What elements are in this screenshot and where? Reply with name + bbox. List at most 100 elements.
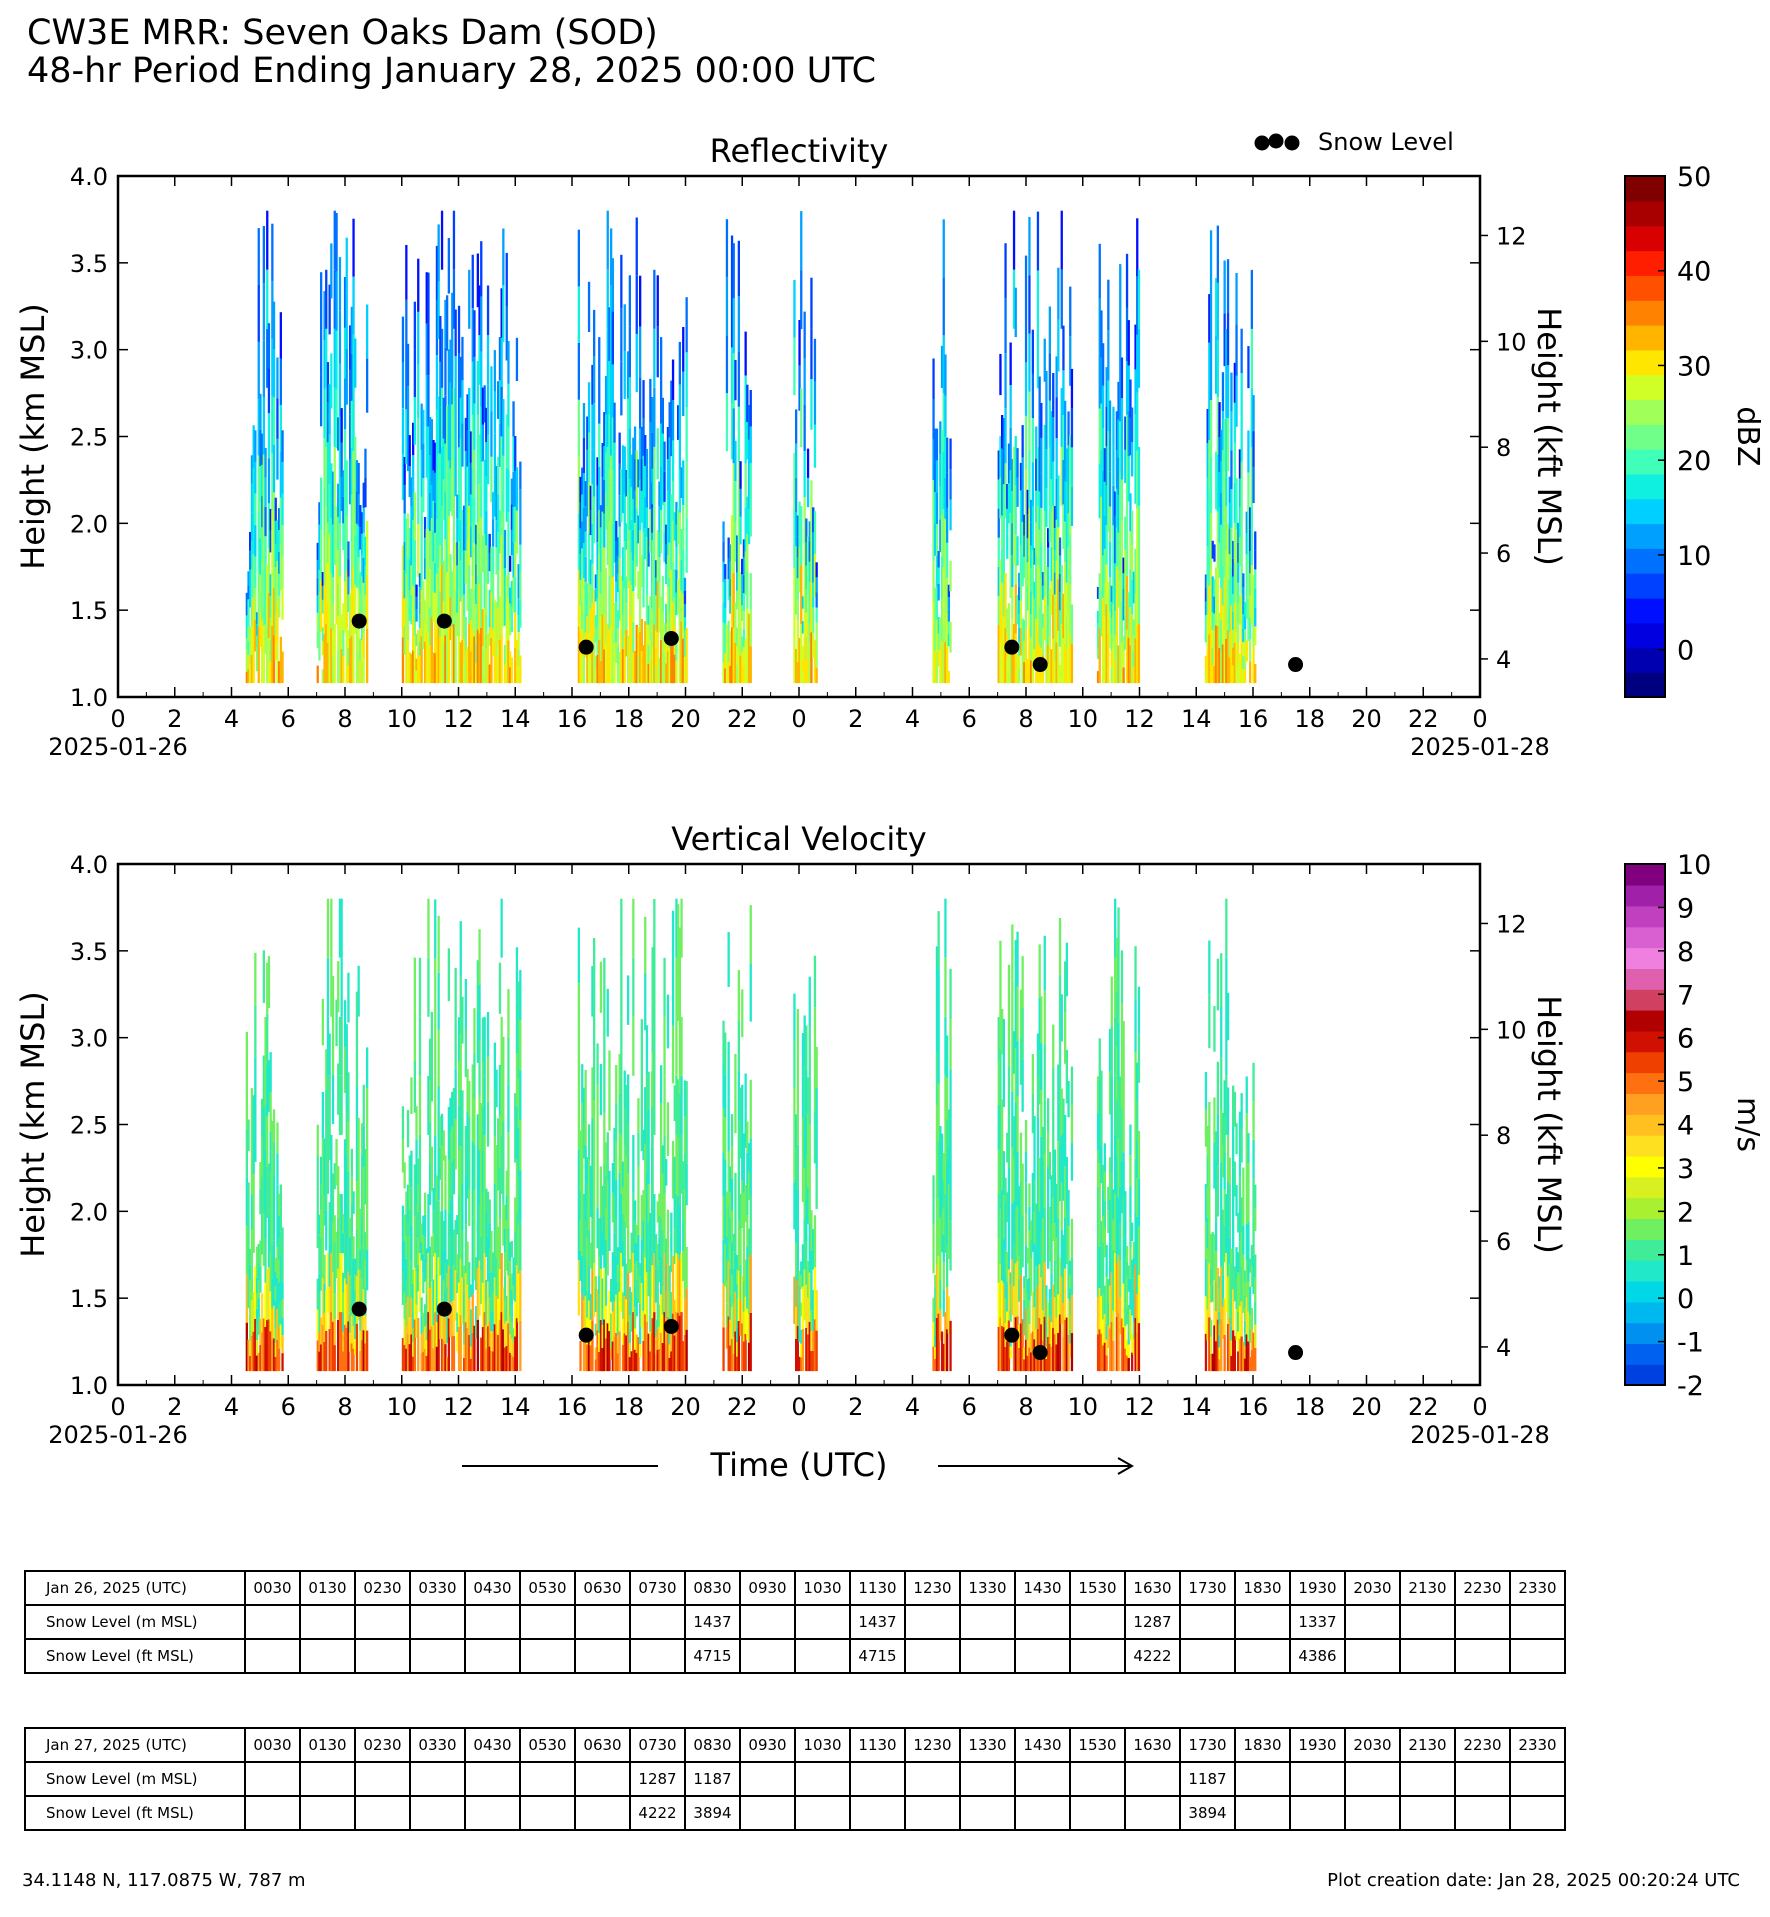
data-cell bbox=[795, 546, 798, 581]
data-cell bbox=[628, 1315, 631, 1330]
data-cell bbox=[355, 1276, 359, 1324]
data-cell bbox=[408, 1236, 411, 1264]
data-cell bbox=[744, 1259, 747, 1297]
data-cell bbox=[944, 1194, 947, 1253]
data-cell bbox=[1209, 343, 1213, 401]
data-cell bbox=[665, 1344, 668, 1372]
data-cell bbox=[1019, 545, 1023, 573]
data-cell bbox=[1120, 950, 1124, 1003]
data-cell bbox=[639, 530, 642, 582]
snow-level-cell bbox=[1069, 1604, 1126, 1640]
data-cell bbox=[724, 1032, 727, 1075]
data-cell bbox=[276, 1309, 279, 1341]
data-cell bbox=[1108, 506, 1112, 542]
data-cell bbox=[1048, 306, 1051, 354]
data-cell bbox=[254, 1266, 257, 1319]
data-cell bbox=[627, 1074, 630, 1124]
data-cell bbox=[281, 651, 284, 684]
data-cell bbox=[328, 1244, 331, 1287]
data-cell bbox=[1124, 549, 1127, 584]
data-cell bbox=[254, 525, 257, 557]
data-cell bbox=[326, 1016, 330, 1076]
data-cell bbox=[1030, 522, 1033, 546]
data-cell bbox=[1230, 605, 1233, 645]
data-cell bbox=[342, 1213, 345, 1234]
data-cell bbox=[422, 614, 425, 649]
data-cell bbox=[801, 1075, 805, 1118]
data-cell bbox=[1114, 1134, 1117, 1194]
data-cell bbox=[1215, 1191, 1218, 1222]
data-cell bbox=[255, 624, 259, 636]
data-cell bbox=[1007, 1117, 1011, 1168]
data-cell bbox=[326, 522, 330, 563]
data-cell bbox=[492, 1331, 495, 1352]
data-cell bbox=[359, 660, 362, 684]
data-cell bbox=[725, 1258, 729, 1282]
data-cell bbox=[934, 460, 937, 493]
data-cell bbox=[515, 337, 519, 381]
data-cell bbox=[1070, 1104, 1074, 1143]
data-cell bbox=[937, 1026, 940, 1084]
data-cell bbox=[635, 217, 638, 276]
data-cell bbox=[1218, 542, 1221, 578]
data-cell bbox=[1235, 324, 1238, 376]
data-cell bbox=[940, 472, 944, 515]
data-cell bbox=[437, 281, 440, 340]
data-cell bbox=[1117, 965, 1120, 1024]
data-cell bbox=[940, 1133, 944, 1174]
data-cell bbox=[415, 584, 418, 597]
data-cell bbox=[1040, 1136, 1043, 1184]
data-cell bbox=[739, 627, 742, 656]
data-cell bbox=[1129, 569, 1132, 608]
data-cell bbox=[805, 636, 808, 660]
y-tick-label: 1.5 bbox=[70, 1285, 108, 1313]
data-cell bbox=[725, 277, 729, 336]
data-cell bbox=[328, 1117, 331, 1160]
data-cell bbox=[742, 1163, 746, 1193]
data-cell bbox=[1012, 1243, 1016, 1287]
data-cell bbox=[582, 508, 586, 543]
x-tick-label: 14 bbox=[500, 1393, 531, 1421]
data-cell bbox=[737, 1070, 740, 1121]
data-cell bbox=[656, 428, 659, 480]
data-cell bbox=[420, 1297, 423, 1316]
data-cell bbox=[808, 1075, 811, 1125]
data-cell bbox=[637, 1166, 640, 1201]
data-cell bbox=[362, 507, 365, 533]
data-cell bbox=[628, 428, 631, 480]
data-cell bbox=[279, 1301, 282, 1325]
data-cell bbox=[412, 1356, 415, 1372]
x-tick-label: 10 bbox=[1067, 705, 1098, 733]
data-cell bbox=[618, 1093, 621, 1134]
data-cell bbox=[621, 1214, 625, 1241]
data-cell bbox=[997, 508, 1000, 538]
data-cell bbox=[1021, 1319, 1024, 1372]
data-cell bbox=[801, 645, 805, 659]
colorbar-segment bbox=[1625, 1072, 1665, 1094]
data-cell bbox=[997, 1149, 1000, 1195]
data-cell bbox=[593, 938, 596, 993]
data-cell bbox=[1031, 506, 1034, 551]
data-cell bbox=[639, 581, 642, 633]
data-cell bbox=[261, 527, 264, 559]
data-cell bbox=[454, 1119, 457, 1170]
data-cell bbox=[685, 462, 688, 518]
data-cell bbox=[730, 291, 734, 348]
data-cell bbox=[485, 407, 488, 443]
data-cell bbox=[330, 628, 333, 684]
data-cell bbox=[798, 320, 801, 366]
data-cell bbox=[1007, 443, 1011, 484]
data-cell bbox=[1245, 1260, 1248, 1298]
data-cell bbox=[505, 575, 508, 630]
data-cell bbox=[685, 1329, 688, 1372]
data-cell bbox=[1136, 508, 1139, 567]
data-cell bbox=[405, 1191, 408, 1214]
data-cell bbox=[1110, 650, 1113, 667]
data-cell bbox=[596, 1166, 599, 1208]
data-cell bbox=[586, 1157, 589, 1184]
data-cell bbox=[401, 1139, 405, 1173]
data-cell bbox=[651, 1000, 654, 1054]
data-cell bbox=[1011, 523, 1014, 556]
data-cell bbox=[594, 655, 597, 670]
data-cell bbox=[1115, 566, 1118, 606]
